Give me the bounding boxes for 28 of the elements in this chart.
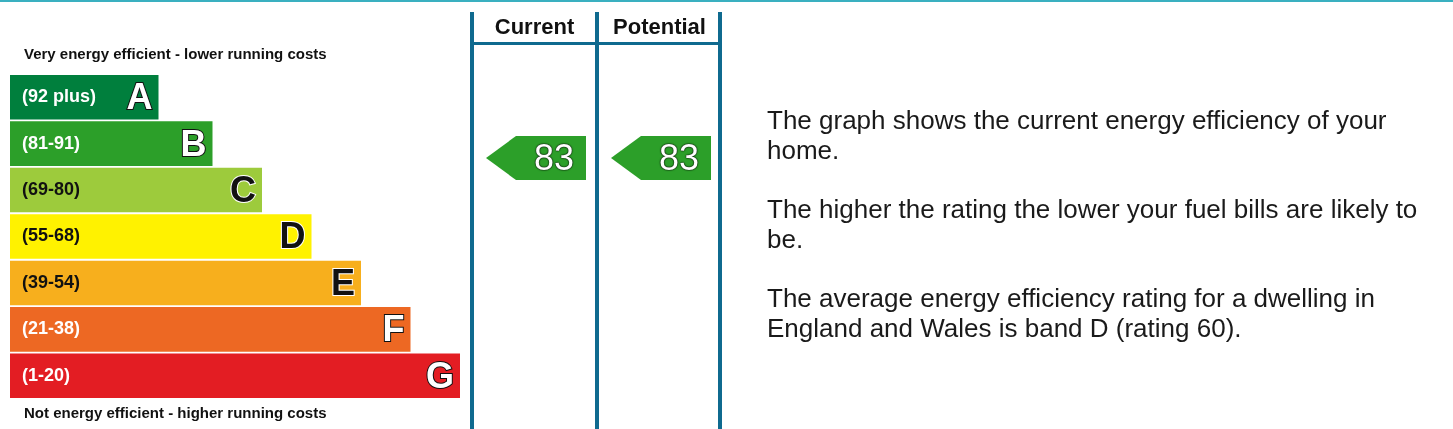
text: The graph shows the current energy efficiency of your home. — [767, 105, 1388, 165]
category-label: Potential — [612, 14, 707, 40]
bar — [10, 260, 361, 306]
annotation: (1-20) — [22, 364, 71, 385]
annotation: (21-38) — [22, 318, 81, 339]
bar — [10, 214, 312, 259]
bar — [10, 307, 411, 352]
annotation: (55-68) — [22, 225, 81, 246]
annotation: (92 plus) — [22, 86, 97, 107]
chart-title: Very energy efficient - lower running costs — [24, 45, 327, 63]
y-tick-label: B — [180, 122, 207, 164]
y-tick-label: G — [425, 354, 454, 396]
annotation: (81-91) — [22, 132, 81, 153]
data-label: 83 — [533, 137, 574, 179]
y-tick-label: F — [382, 308, 405, 350]
data-label: 83 — [658, 137, 699, 179]
annotation: (69-80) — [22, 179, 81, 200]
text: The higher the rating the lower your fuel bills are likely to be. — [767, 194, 1419, 254]
y-tick-label: E — [330, 261, 355, 303]
y-tick-label: C — [230, 168, 256, 210]
text: The average energy efficiency rating for a dwelling in England and Wales is band D (rating 60). — [767, 283, 1376, 343]
x-axis-title: Not energy efficient - higher running costs — [24, 404, 327, 422]
category-label: Current — [493, 14, 576, 40]
bar — [10, 353, 460, 399]
annotation: (39-54) — [22, 271, 81, 292]
y-tick-label: A — [126, 76, 153, 118]
bar — [10, 167, 262, 213]
y-tick-label: D — [279, 215, 306, 257]
